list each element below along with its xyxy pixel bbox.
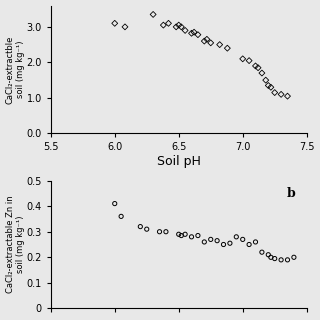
Point xyxy=(253,239,258,244)
Point xyxy=(179,24,184,29)
Point xyxy=(112,21,117,26)
Point xyxy=(119,214,124,219)
Point xyxy=(227,241,232,246)
Point xyxy=(157,229,162,234)
Point xyxy=(217,42,222,47)
Point xyxy=(144,227,149,232)
Text: b: b xyxy=(286,187,295,200)
Point xyxy=(202,239,207,244)
Point xyxy=(240,237,245,242)
Point xyxy=(263,77,268,83)
Point xyxy=(234,234,239,239)
Point xyxy=(189,234,194,239)
Point xyxy=(166,21,171,26)
Point xyxy=(225,46,230,51)
Y-axis label: CaCl₂-extractble
soil (mg kg⁻¹): CaCl₂-extractble soil (mg kg⁻¹) xyxy=(5,35,25,104)
Point xyxy=(176,232,181,237)
Point xyxy=(278,92,284,97)
Point xyxy=(202,38,207,44)
Point xyxy=(208,237,213,242)
Point xyxy=(268,85,273,90)
Point xyxy=(179,233,184,238)
Point xyxy=(182,232,188,237)
Point xyxy=(182,28,188,33)
X-axis label: Soil pH: Soil pH xyxy=(157,155,201,168)
Point xyxy=(138,224,143,229)
Point xyxy=(191,30,196,35)
Point xyxy=(174,24,179,29)
Point xyxy=(255,65,260,70)
Point xyxy=(246,242,252,247)
Point xyxy=(272,90,277,95)
Point xyxy=(221,242,226,247)
Point xyxy=(112,201,117,206)
Point xyxy=(151,12,156,17)
Point xyxy=(259,250,264,255)
Point xyxy=(246,58,252,63)
Point xyxy=(195,233,200,238)
Point xyxy=(208,40,213,45)
Point xyxy=(195,32,200,37)
Point xyxy=(291,255,296,260)
Y-axis label: CaCl₂-extractable Zn in
soil (mg kg⁻¹): CaCl₂-extractable Zn in soil (mg kg⁻¹) xyxy=(5,196,25,293)
Point xyxy=(253,63,258,68)
Point xyxy=(272,256,277,261)
Point xyxy=(123,24,128,29)
Point xyxy=(214,238,220,243)
Point xyxy=(204,37,209,42)
Point xyxy=(259,70,264,76)
Point xyxy=(189,31,194,36)
Point xyxy=(278,257,284,262)
Point xyxy=(266,252,271,257)
Point xyxy=(240,56,245,61)
Point xyxy=(161,22,166,28)
Point xyxy=(164,229,169,234)
Point xyxy=(266,83,271,88)
Point xyxy=(285,93,290,99)
Point xyxy=(268,255,273,260)
Point xyxy=(176,22,181,28)
Point xyxy=(285,257,290,262)
